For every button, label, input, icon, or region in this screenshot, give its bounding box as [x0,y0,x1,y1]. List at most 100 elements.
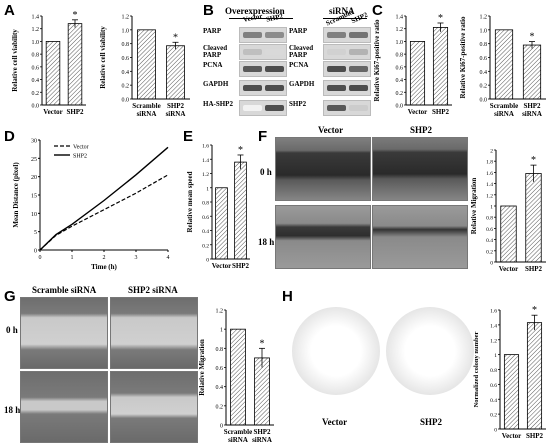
y-tick-label: 1.2 [202,172,209,178]
blot-strip-right [323,80,371,96]
blot-label-left: Cleaved PARP [203,44,228,59]
y-tick-label: 0.2 [122,84,130,90]
panel-letter-d: D [4,128,15,145]
blot-label-left: PARP [203,27,222,35]
f-image-vector-0h [275,137,371,201]
bar [234,161,247,260]
y-axis-label: Relative Ki67-positive ratio [373,19,381,102]
y-tick-label: 0.0 [480,98,488,104]
y-tick-label: 20 [31,175,37,181]
category-label: Vector [43,108,63,116]
y-tick-label: 1.0 [396,40,404,46]
y-tick-label: 0.4 [122,70,130,76]
blot-label-left: GAPDH [203,80,229,88]
y-tick-label: 1.4 [202,158,209,164]
blot-band [327,85,346,91]
wound-panel-f: Vector SHP2 0 h 18 h [258,125,468,280]
y-tick-label: 0 [220,424,223,430]
blot-strip-left [239,44,287,60]
y-tick-label: 0.2 [32,91,40,97]
y-tick-label: 1.2 [216,309,224,315]
y-tick-label: 0.6 [216,366,224,372]
y-tick-label: 0.6 [396,65,404,71]
blot-band [243,105,262,111]
blot-strip-right [323,61,371,77]
y-tick-label: 0.8 [490,368,497,374]
blot-band [243,85,262,91]
f-col-label-shp2: SHP2 [410,125,433,135]
y-axis-label: Normalized colony number [473,331,480,407]
y-axis-label: Relative Migration [470,178,478,235]
f-col-label-vector: Vector [318,125,344,135]
y-axis-label: Relative cell viability [11,29,19,92]
blot-label-right: SHP2 [289,100,307,108]
category-label: SHP2 [232,262,250,270]
y-tick-label: 0.4 [202,229,209,235]
blot-strip-right [323,27,371,43]
panel-letter-f: F [258,128,268,145]
y-tick-label: 0.6 [32,65,40,71]
g-image-shp2-18h [110,371,198,443]
f-row-label-0h: 0 h [260,167,272,177]
category-label: SHP2 [253,428,271,436]
bar [432,27,449,106]
overexpression-header-line [229,18,293,19]
x-tick-label: 4 [167,255,170,261]
panel-letter-e: E [183,128,194,145]
series-line-vector [39,174,169,251]
y-tick-label: 1 [494,353,497,359]
y-tick-label: 0.8 [480,42,488,48]
blot-strip-right [323,44,371,60]
dish-label-shp2: SHP2 [420,417,443,427]
series-line-shp2 [39,146,169,251]
y-tick-label: 1.0 [480,28,488,34]
blot-strip-left [239,27,287,43]
y-axis-label: Relative Migration [198,339,206,396]
dish-vector [292,307,380,395]
blot-band [349,49,368,55]
y-tick-label: 0.8 [32,53,40,59]
sirna-header-line [323,18,367,19]
y-tick-label: 1.2 [122,15,130,21]
y-tick-label: 1.2 [396,27,404,33]
category-label: SHP2 [66,108,84,116]
blot-band [243,32,262,38]
bar [526,322,543,430]
f-image-vector-18h [275,205,371,269]
bar-chart-e-mean-speed: 0 0.2 0.4 0.6 0.8 1 1.2 1.4 1.6 Relative mean spe… [186,144,250,270]
bar [522,44,542,100]
bar [215,187,228,260]
y-tick-label: 0.2 [490,413,497,419]
blot-label-right: GAPDH [289,80,315,88]
y-tick-label: 2 [490,149,493,155]
blot-band [243,66,262,72]
bar [230,328,246,426]
y-tick-label: 0.2 [486,249,493,255]
bar-chart-f-migration: 0 0.2 0.4 0.6 0.8 1 1.2 1.4 1.6 1.8 2 Relative Migr… [470,149,546,273]
y-tick-label: 0.4 [216,385,224,391]
significance-star: * [238,145,243,156]
significance-star: * [530,32,535,43]
bar [254,357,270,426]
blot-label-right: PARP [289,27,308,35]
legend-label-vector: Vector [73,145,89,151]
category-label: Vector [502,432,522,440]
category-label: Vector [499,265,519,273]
western-blot-panel: Overexpression siRNA Vector SHP2 Scrambl… [203,0,371,125]
blot-band [349,105,368,111]
bar [67,23,83,106]
y-axis-label: Relative Ki67-positive ratio [459,16,467,99]
category-label: SHP2 [523,102,541,110]
category-label: SHP2 [526,432,544,440]
y-tick-label: 1.2 [486,193,493,199]
y-tick-label: 1.2 [490,338,497,344]
blot-band [265,49,284,55]
bar-chart-a-sirna: 0.0 0.2 0.4 0.6 0.8 1.0 1.2 Relative cell viabi… [99,15,190,118]
panel-letter-h: H [282,288,293,305]
y-tick-label: 1.4 [486,182,493,188]
blot-band [243,49,262,55]
dish-label-vector: Vector [322,417,348,427]
g-image-shp2-0h [110,297,198,369]
g-col-label-scramble: Scramble siRNA [32,285,97,295]
y-tick-label: 0.8 [202,201,209,207]
